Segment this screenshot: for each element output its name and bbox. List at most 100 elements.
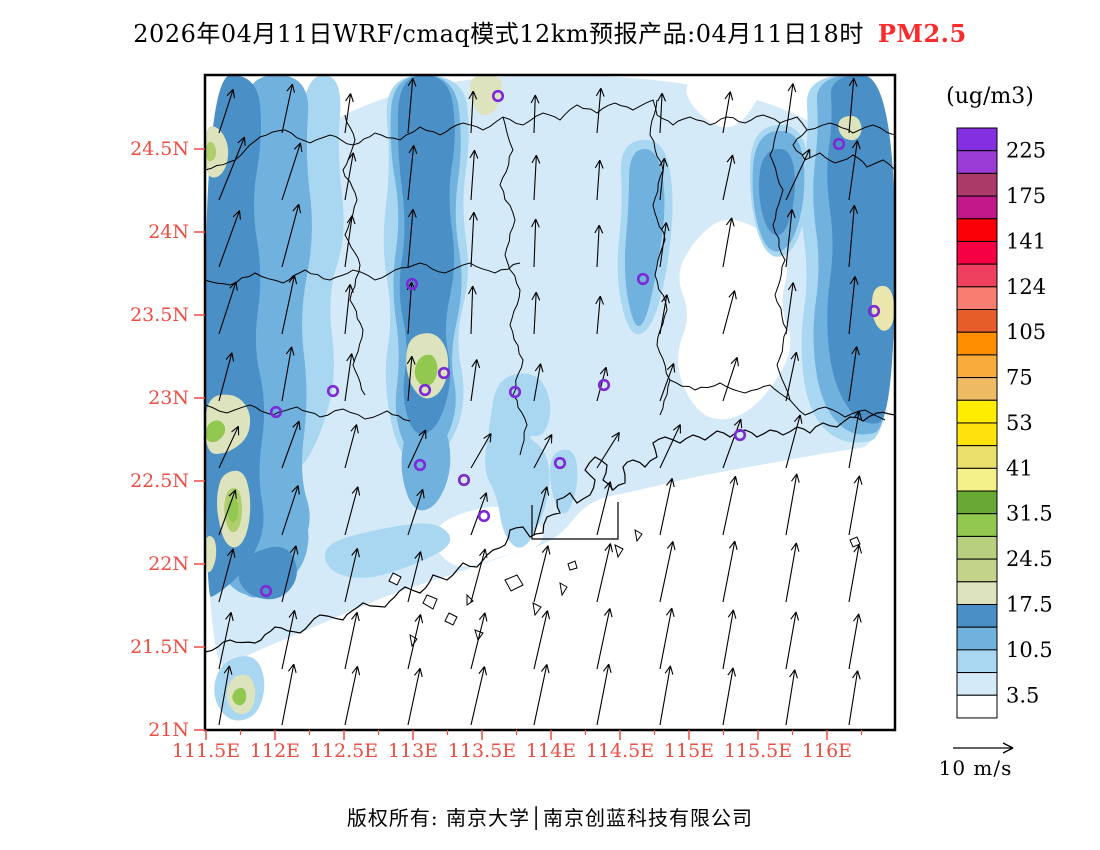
colorbar-cell <box>956 218 998 242</box>
wind-arrow <box>785 83 797 134</box>
page-title: 2026年04月11日WRF/cmaq模式12km预报产品:04月11日18时 P… <box>0 14 1100 49</box>
wind-arrow <box>407 208 417 268</box>
colorbar-label: 225 <box>1006 139 1046 163</box>
colorbar-label: 124 <box>1006 275 1046 299</box>
province-border <box>342 114 366 396</box>
wind-arrow <box>406 355 416 402</box>
map-plot-area <box>205 75 895 730</box>
wind-arrow <box>281 609 298 670</box>
station-marker <box>413 458 427 472</box>
wind-arrow <box>722 540 738 603</box>
wind-arrow <box>659 607 675 670</box>
wind-arrow <box>659 294 670 335</box>
lon-tick-label: 112E <box>250 740 300 762</box>
wind-arrow <box>722 217 735 268</box>
pm25-region-khaki2 <box>871 285 895 331</box>
wind-scale-label: 10 m/s <box>938 756 1013 780</box>
station-marker <box>326 384 340 398</box>
pm25-region-dark <box>758 148 795 236</box>
pm25-region-med <box>624 148 665 327</box>
lat-tick-label: 23N <box>148 387 189 409</box>
wind-arrow <box>218 281 238 335</box>
wind-arrow <box>848 140 861 201</box>
lon-tick-label: 112.5E <box>310 740 378 762</box>
wind-arrow <box>281 485 300 536</box>
colorbar: 225 175 141 124 105 75 53 41 31.5 24.5 17.5 10.5 3.5 <box>956 127 1053 719</box>
colorbar-cell <box>956 445 998 469</box>
wind-arrow <box>596 663 612 726</box>
island <box>559 582 568 597</box>
lon-tick-label: 114E <box>526 740 576 762</box>
lat-tick-label: 23.5N <box>130 304 189 326</box>
colorbar-label: 3.5 <box>1006 683 1039 707</box>
title-text: 2026年04月11日WRF/cmaq模式12km预报产品:04月11日18时 <box>133 20 864 48</box>
wind-arrow <box>281 663 297 726</box>
wind-arrow <box>848 276 859 335</box>
wind-arrow <box>533 486 550 536</box>
island <box>532 602 542 617</box>
wind-arrow <box>344 424 359 469</box>
wind-scale-arrow <box>953 742 1014 754</box>
wind-arrow <box>785 669 798 726</box>
wind-arrow <box>470 666 488 726</box>
wind-arrow <box>469 211 478 268</box>
axis-ticks: 111.5E 112E 112.5E 113E 113.5E 114E 114.5E 115E… <box>130 138 863 762</box>
station-marker <box>405 277 419 291</box>
station-marker <box>733 428 747 442</box>
wind-arrow <box>722 667 737 726</box>
wind-arrow <box>533 363 544 402</box>
copyright-text: 版权所有: 南京大学│南京创蓝科技有限公司 <box>346 806 754 830</box>
wind-arrow <box>848 475 863 536</box>
province-border <box>205 404 411 422</box>
province-border <box>394 262 521 274</box>
colorbar-cell <box>956 127 998 152</box>
wind-arrow <box>594 224 604 268</box>
lat-tick-label: 24.5N <box>130 138 189 160</box>
lat-tick-label: 22N <box>148 553 189 575</box>
station-marker <box>418 383 432 397</box>
colorbar-cell <box>956 558 998 583</box>
wind-arrows <box>218 77 863 726</box>
lat-tick-label: 24N <box>148 221 189 243</box>
lon-tick-label: 111.5E <box>172 740 240 762</box>
colorbar-label: 10.5 <box>1006 638 1053 662</box>
wind-arrow <box>218 425 240 469</box>
colorbar-unit-label: (ug/m3) <box>946 84 1034 109</box>
lat-tick-label: 21.5N <box>130 636 189 658</box>
wind-arrow <box>281 346 295 402</box>
wind-arrow <box>722 356 739 402</box>
wind-arrow <box>785 282 797 335</box>
wind-arrow <box>344 215 356 268</box>
wind-arrow <box>530 94 540 134</box>
island <box>614 544 624 559</box>
colorbar-cell <box>956 331 998 356</box>
lon-tick-label: 113E <box>388 740 438 762</box>
lat-tick-label: 22.5N <box>130 470 189 492</box>
wind-arrow <box>218 88 235 134</box>
wind-arrow <box>785 542 800 603</box>
wind-arrow <box>344 486 361 536</box>
colorbar-label: 53 <box>1006 411 1033 435</box>
province-border <box>769 122 791 401</box>
wind-arrow <box>344 665 361 726</box>
wind-arrow <box>344 353 355 402</box>
colorbar-cell <box>956 535 998 560</box>
lon-tick-label: 114.5E <box>586 740 654 762</box>
wind-arrow <box>531 291 541 335</box>
colorbar-label: 31.5 <box>1006 502 1053 526</box>
province-border <box>649 99 671 416</box>
station-marker <box>832 137 846 151</box>
lat-tick-label: 21N <box>148 719 189 741</box>
colorbar-cell <box>956 581 998 605</box>
station-marker <box>597 378 611 392</box>
wind-arrow <box>218 352 235 402</box>
map-frame <box>203 73 897 732</box>
colorbar-label: 75 <box>1006 366 1033 390</box>
wind-arrow <box>470 432 492 469</box>
wind-arrow <box>594 159 604 201</box>
wind-arrow <box>659 157 668 201</box>
province-border <box>789 399 886 421</box>
wind-arrow <box>659 477 675 536</box>
wind-arrow <box>659 363 676 402</box>
